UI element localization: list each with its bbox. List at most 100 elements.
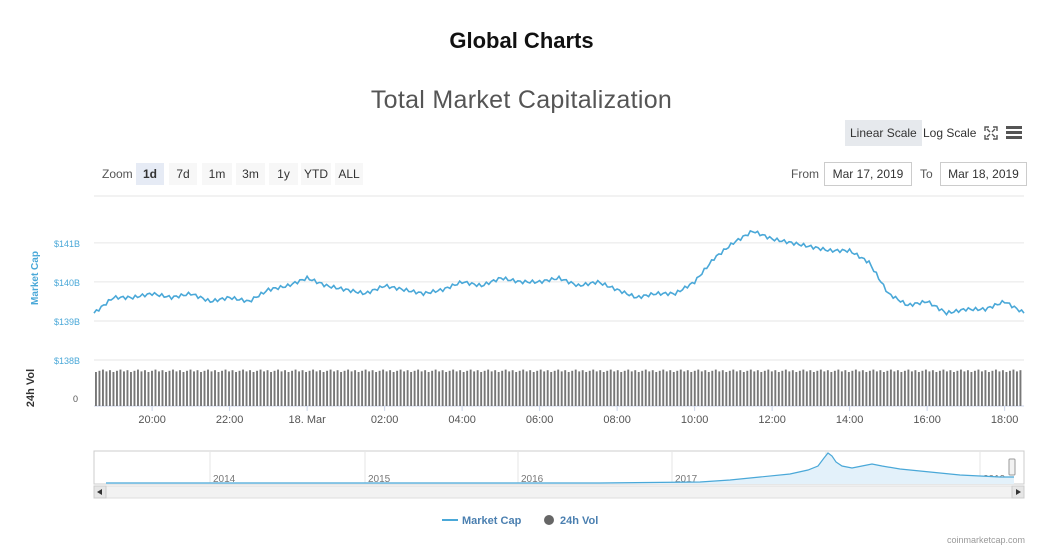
volume-bar [942, 369, 945, 406]
volume-bar [375, 372, 378, 406]
volume-bar [676, 370, 679, 406]
volume-bar [581, 370, 584, 406]
zoom-ytd-button[interactable]: YTD [301, 163, 331, 185]
volume-bar [336, 370, 339, 406]
volume-bar [168, 370, 171, 406]
volume-bar [238, 370, 241, 406]
menu-icon[interactable] [1006, 126, 1022, 140]
volume-bar [487, 369, 490, 406]
volume-bar [802, 369, 805, 406]
volume-bar [613, 371, 616, 406]
volume-bar [420, 371, 423, 406]
volume-bar [182, 372, 185, 406]
volume-bar [280, 371, 283, 406]
volume-bar [396, 370, 399, 406]
x-tick-label: 04:00 [448, 414, 476, 426]
x-tick-label: 18:00 [991, 414, 1019, 426]
log-scale-button[interactable]: Log Scale [923, 126, 977, 140]
volume-bar [609, 369, 612, 406]
from-date-input[interactable]: Mar 17, 2019 [824, 162, 912, 186]
volume-bar [245, 371, 248, 406]
volume-bar [669, 370, 672, 406]
volume-bar [704, 370, 707, 406]
volume-bar [333, 371, 336, 406]
volume-bar [126, 370, 129, 406]
volume-bar [382, 369, 385, 406]
volume-bar [98, 370, 101, 406]
volume-bar [847, 372, 850, 406]
volume-bar [459, 370, 462, 406]
volume-bar [784, 369, 787, 406]
volume-bar [616, 370, 619, 406]
volume-bar [476, 370, 479, 406]
volume-bar [249, 370, 251, 406]
volume-bar [851, 370, 854, 406]
volume-bar [242, 369, 244, 406]
volume-bar [987, 372, 990, 406]
volume-bar [949, 370, 952, 406]
zoom-1m-button[interactable]: 1m [202, 163, 232, 185]
zoom-1d-button[interactable]: 1d [136, 163, 164, 185]
volume-bar [441, 370, 444, 406]
volume-bar [284, 370, 286, 406]
volume-bar [252, 372, 255, 406]
x-tick-label: 16:00 [913, 414, 941, 426]
volume-bar [462, 372, 465, 406]
volume-bar [655, 372, 658, 406]
volume-bar [893, 371, 896, 406]
volume-bar [501, 370, 504, 406]
volume-bar [308, 370, 311, 406]
zoom-3m-button[interactable]: 3m [236, 163, 265, 185]
zoom-all-button[interactable]: ALL [335, 163, 363, 185]
volume-bar [606, 370, 609, 406]
volume-bar [571, 370, 574, 406]
navigator-handle[interactable] [1008, 458, 1016, 476]
volume-bar [651, 370, 654, 406]
volume-bar [882, 372, 885, 406]
volume-bar [217, 372, 220, 406]
volume-bar [945, 371, 948, 406]
volume-bar [781, 370, 784, 406]
fullscreen-icon[interactable] [984, 126, 998, 140]
volume-bar [763, 370, 766, 406]
volume-bar [679, 369, 682, 406]
volume-bar [504, 369, 507, 406]
volume-bar [553, 370, 556, 406]
zoom-7d-button[interactable]: 7d [169, 163, 197, 185]
volume-bar [438, 371, 441, 406]
zoom-1y-button[interactable]: 1y [269, 163, 298, 185]
legend-volume-symbol[interactable] [544, 515, 554, 525]
volume-bar [431, 370, 434, 406]
volume-bar [210, 371, 213, 406]
volume-bar [585, 372, 588, 406]
volume-bar [711, 370, 714, 406]
page-title: Global Charts [449, 28, 594, 53]
volume-bar [921, 370, 924, 406]
volume-bar [413, 370, 416, 406]
volume-bar [889, 369, 892, 406]
volume-bar [816, 370, 819, 406]
navigator-tick-label: 2014 [213, 474, 236, 485]
x-tick-label: 18. Mar [288, 414, 326, 426]
to-date-input[interactable]: Mar 18, 2019 [940, 162, 1027, 186]
linear-scale-button[interactable]: Linear Scale [845, 120, 922, 146]
volume-bar [634, 370, 637, 406]
volume-bar [228, 371, 230, 406]
volume-bar [935, 372, 938, 406]
volume-bar [273, 370, 276, 406]
volume-bar [665, 371, 668, 406]
volume-bar [560, 371, 563, 406]
x-tick-label: 08:00 [603, 414, 631, 426]
volume-bar [539, 369, 542, 406]
volume-bar [455, 371, 458, 406]
y-tick-label: $139B [54, 317, 80, 327]
scrollbar-track[interactable] [93, 485, 1025, 499]
volume-bar [112, 372, 115, 406]
volume-bar [672, 372, 675, 406]
volume-bar [329, 369, 332, 406]
volume-bar [861, 370, 864, 406]
volume-bar [340, 372, 343, 406]
volume-bar [865, 372, 868, 406]
scroll-right-icon [1016, 489, 1021, 495]
volume-bar [977, 369, 980, 406]
